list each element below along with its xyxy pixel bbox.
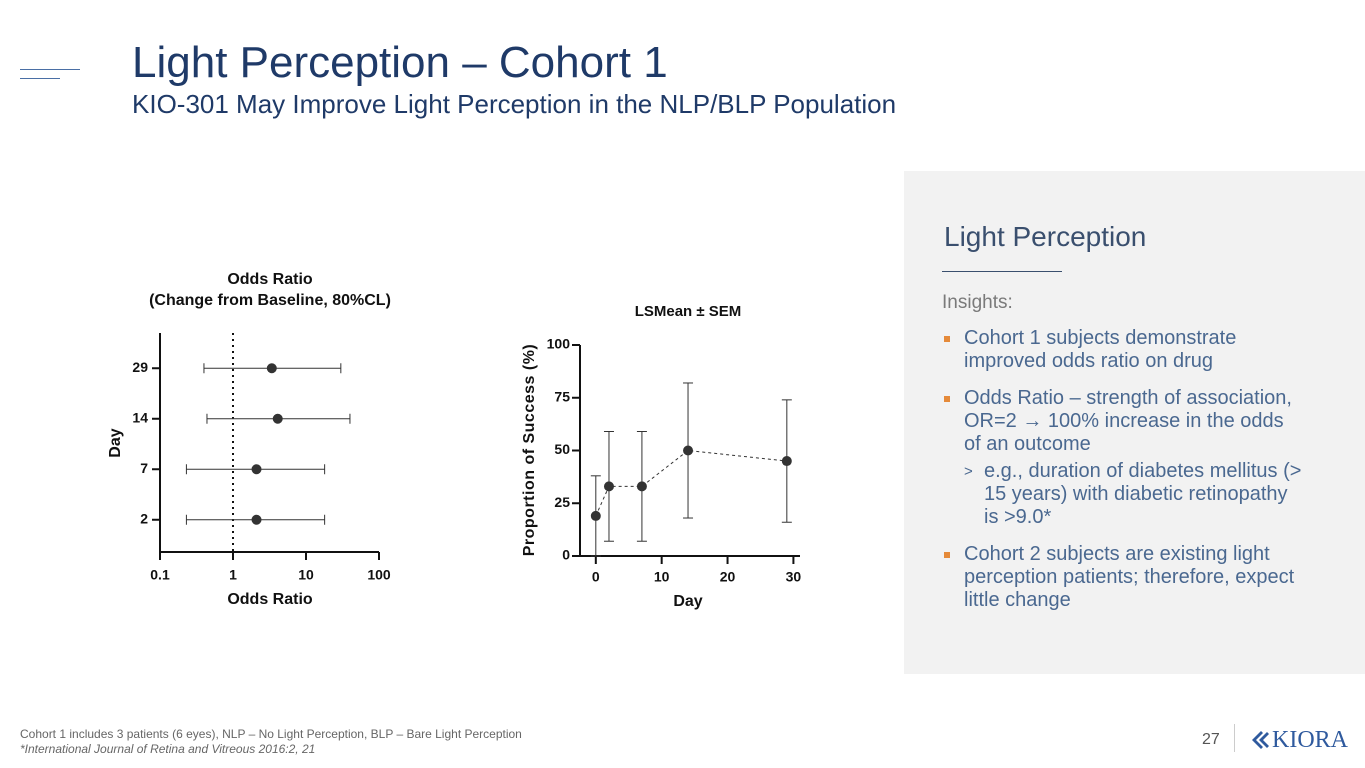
sub-bullet: > e.g., duration of diabetes mellitus (> … [964,460,1304,529]
x-axis-label: Day [673,593,702,610]
chart-subtitle: (Change from Baseline, 80%CL) [149,292,391,309]
point [266,363,277,374]
insights-label: Insights: [942,292,1013,313]
point [683,445,694,456]
y-tick-label: 14 [132,409,148,425]
point [590,510,601,521]
bullet-text: Cohort 2 subjects are existing light per… [964,543,1295,611]
point [781,456,792,467]
x-tick-label: 30 [786,569,802,585]
charts: Odds Ratio (Change from Baseline, 80%CL) O… [107,271,802,610]
x-tick-label: 20 [720,569,736,585]
footnote: Cohort 1 includes 3 patients (6 eyes), N… [20,727,522,741]
bullet-text: Odds Ratio – strength of association, OR… [964,387,1292,455]
y-tick-label: 100 [547,336,571,352]
bullet: Odds Ratio – strength of association, OR… [944,387,1304,529]
bullet-list: Cohort 1 subjects demonstrate improved o… [944,327,1304,626]
x-axis-label: Odds Ratio [227,591,313,608]
bullet: Cohort 2 subjects are existing light per… [944,543,1304,612]
series-line [595,449,787,517]
divider [942,271,1062,272]
point [603,481,614,492]
deco-line [20,78,60,79]
x-tick-label: 10 [298,567,314,583]
chart-title: LSMean ± SEM [635,303,742,320]
footer-divider [1234,724,1235,752]
bullet: Cohort 1 subjects demonstrate improved o… [944,327,1304,373]
slide-subtitle: KIO-301 May Improve Light Perception in … [132,89,897,119]
y-axis-label: Day [107,428,124,457]
point [636,481,647,492]
chart-title: Odds Ratio [227,271,313,288]
citation: *International Journal of Retina and Vit… [20,742,316,756]
point [251,514,262,525]
y-tick-label: 25 [554,494,570,510]
x-tick-label: 100 [367,567,391,583]
x-tick-label: 0.1 [150,567,170,583]
y-tick-label: 50 [554,441,570,457]
sub-bullet-text: e.g., duration of diabetes mellitus (> 1… [984,460,1302,528]
slide-title: Light Perception – Cohort 1 [132,38,668,87]
sidebar-heading: Light Perception [944,221,1147,252]
x-tick-label: 10 [654,569,670,585]
y-tick-label: 7 [140,460,148,476]
y-tick-label: 75 [554,388,570,404]
deco-line [20,69,80,70]
x-tick-label: 1 [229,567,237,583]
point [272,413,283,424]
y-tick-label: 2 [140,510,148,526]
sidebar: Light Perception Insights: Cohort 1 subj… [904,171,1365,674]
sub-marker: > [964,463,973,480]
y-tick-label: 0 [562,547,570,563]
bullet-text: Cohort 1 subjects demonstrate improved o… [964,327,1237,372]
logo-text: KIORA [1272,727,1348,753]
point [251,464,262,475]
y-tick-label: 29 [132,359,148,375]
x-tick-label: 0 [592,569,600,585]
y-axis-label: Proportion of Success (%) [521,344,538,557]
page-number: 27 [1202,731,1220,748]
logo-mark [1252,731,1269,749]
